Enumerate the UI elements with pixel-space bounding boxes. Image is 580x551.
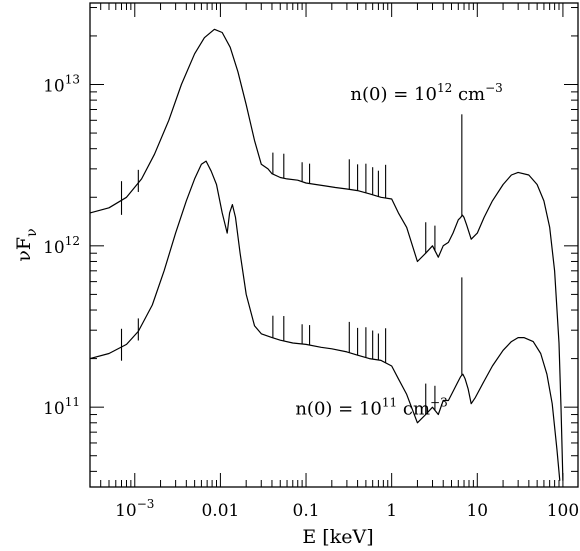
x-axis-title: E [keV] (302, 526, 373, 548)
y-tick-label: 1013 (43, 72, 80, 96)
curves (89, 28, 564, 481)
axis-ticks (89, 3, 578, 487)
y-tick-label: 1011 (43, 395, 80, 419)
series-upper-curve (89, 28, 564, 481)
y-axis-title-main: νF (13, 237, 35, 262)
x-tick-label: 1 (386, 501, 397, 521)
annotation-upper: n(0) = 1012 cm−3 (350, 81, 502, 105)
series-lower-curve (89, 160, 561, 481)
y-axis-title: νFν (13, 228, 40, 261)
x-tick-label: 100 (547, 501, 579, 521)
tick-labels: 10−3 0.01 0.1 1 10 100 1011 1012 1013 (43, 72, 579, 521)
x-tick-label: 10−3 (115, 497, 154, 521)
x-tick-label: 10 (466, 501, 488, 521)
y-tick-label: 1012 (43, 234, 80, 258)
x-tick-label: 0.01 (201, 501, 239, 521)
annotations: n(0) = 1012 cm−3 n(0) = 1011 cm−3 (295, 81, 502, 419)
plot-frame (89, 2, 579, 488)
y-axis-title-sub: ν (24, 228, 40, 237)
annotation-lower: n(0) = 1011 cm−3 (295, 396, 447, 420)
x-tick-label: 0.1 (293, 501, 320, 521)
svg-text:νFν: νFν (13, 228, 40, 261)
